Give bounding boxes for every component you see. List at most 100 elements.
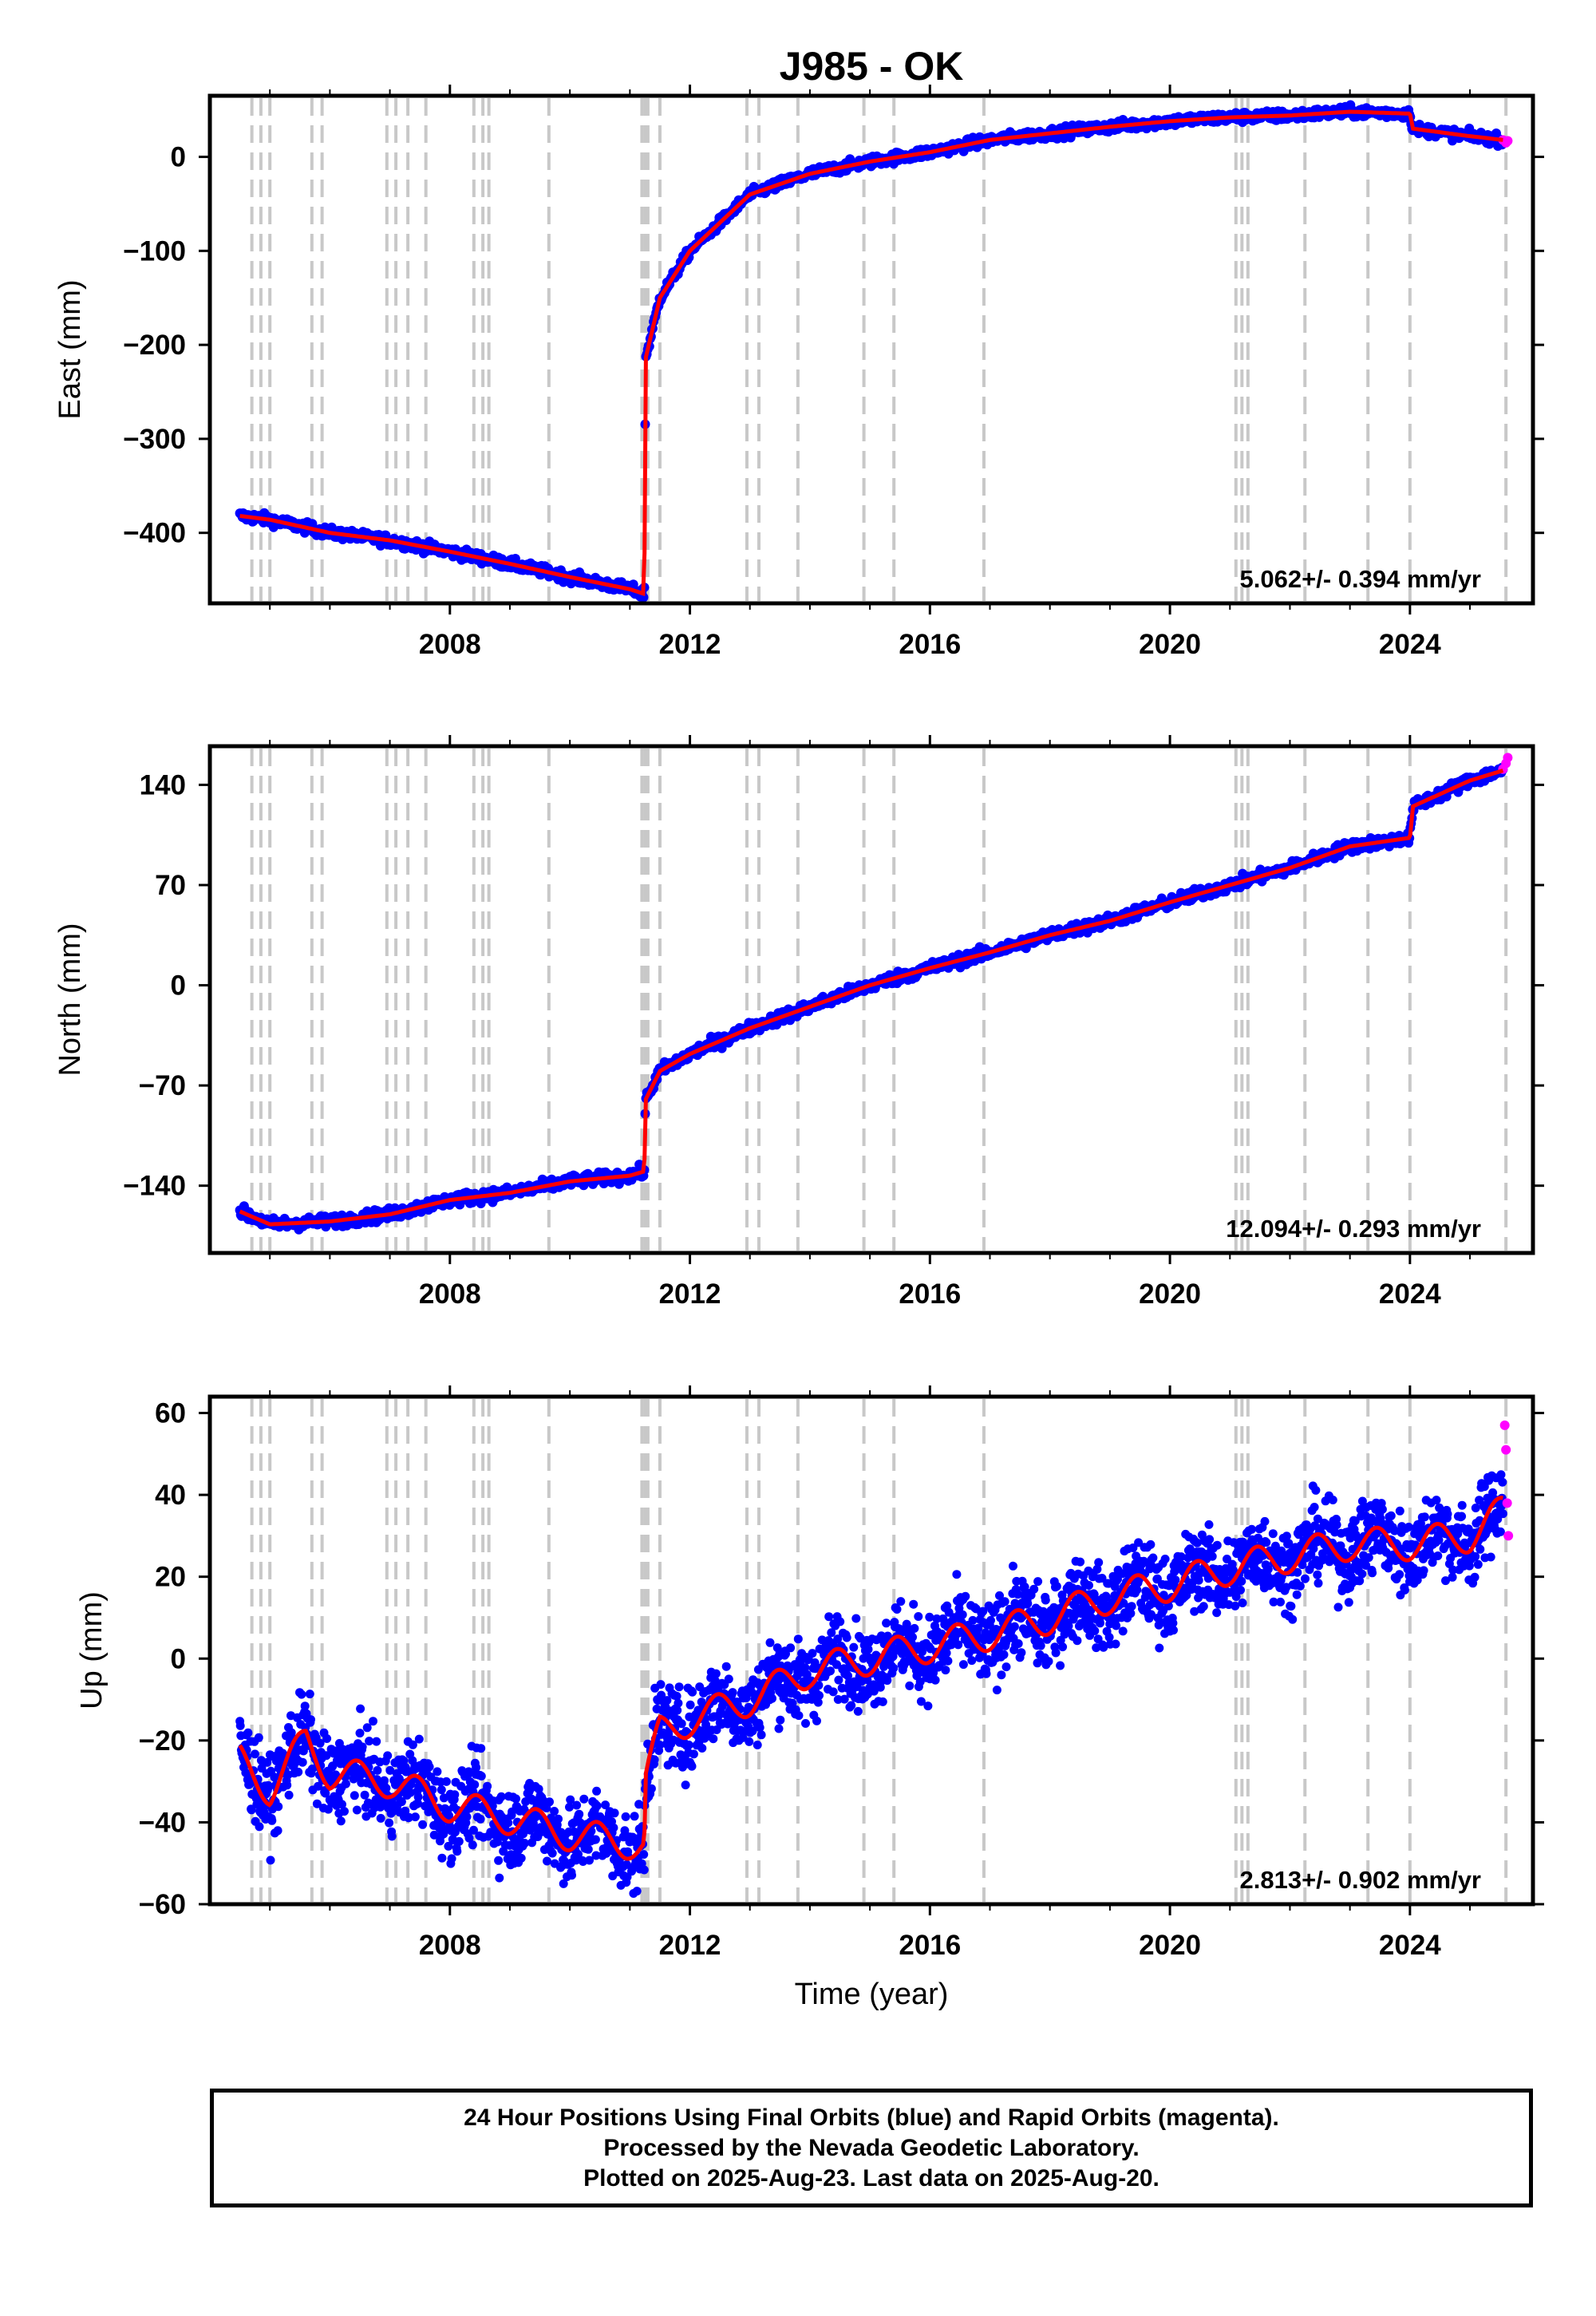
data-point — [646, 1784, 656, 1793]
y-tick-label: −70 — [139, 1070, 186, 1101]
data-point — [824, 1612, 834, 1622]
y-tick-label: −300 — [123, 424, 186, 455]
data-point — [674, 1682, 684, 1692]
data-point — [1036, 1641, 1045, 1650]
data-point — [684, 1741, 693, 1749]
data-point — [834, 1675, 843, 1685]
east-panel: 2008 2012 2016 2020 20240−100−200−300−400Eas… — [53, 85, 1544, 660]
data-point — [591, 1835, 600, 1844]
east-rate-annotation: 5.062+/- 0.394 mm/yr — [1240, 565, 1481, 593]
x-tick-label: 2024 — [1379, 1279, 1441, 1310]
data-point — [341, 1779, 350, 1788]
data-point — [609, 1823, 618, 1832]
data-point — [681, 1780, 690, 1790]
data-point — [908, 1632, 917, 1642]
data-point — [910, 1623, 919, 1633]
data-point — [1009, 1561, 1017, 1571]
data-point — [376, 1813, 385, 1823]
data-point — [450, 1790, 460, 1800]
data-point — [961, 1591, 970, 1601]
data-point — [853, 1706, 863, 1716]
data-point — [656, 1680, 666, 1690]
data-point — [437, 1785, 446, 1795]
data-point — [826, 1666, 835, 1676]
data-point — [572, 1800, 582, 1810]
y-tick-label: 140 — [140, 769, 186, 800]
data-point — [621, 1812, 630, 1821]
data-point — [372, 1737, 381, 1746]
data-point — [952, 1570, 962, 1579]
data-point — [1076, 1557, 1085, 1567]
data-point — [776, 1715, 785, 1725]
data-point — [728, 1688, 737, 1697]
east-frame — [207, 93, 1535, 606]
data-point — [441, 1777, 451, 1786]
data-point — [724, 1674, 733, 1684]
data-point — [516, 1853, 526, 1863]
chart-title: J985 - OK — [780, 44, 964, 89]
data-point — [369, 1717, 377, 1726]
data-point — [437, 1853, 447, 1863]
data-point — [297, 1690, 306, 1699]
data-point — [632, 1887, 642, 1896]
data-point — [454, 1836, 464, 1846]
data-point — [753, 1741, 762, 1749]
data-point — [385, 1818, 394, 1828]
data-point — [579, 1794, 589, 1804]
data-point — [942, 1648, 951, 1658]
y-tick-label: 0 — [171, 142, 186, 173]
data-point — [550, 1807, 559, 1816]
data-point — [765, 1638, 775, 1647]
data-point — [878, 1697, 887, 1706]
data-point — [476, 1814, 485, 1824]
data-point — [300, 1701, 310, 1711]
data-point — [786, 1643, 796, 1653]
data-point — [1033, 1577, 1043, 1587]
data-point — [468, 1840, 477, 1850]
data-point — [1013, 1639, 1023, 1648]
data-point — [717, 1043, 727, 1053]
north-ylabel: North (mm) — [53, 923, 87, 1076]
east-ylabel: East (mm) — [53, 279, 87, 419]
data-point — [255, 1822, 264, 1832]
data-point — [999, 1650, 1009, 1659]
data-point — [360, 1790, 369, 1800]
data-point — [462, 1812, 472, 1821]
data-point — [483, 1781, 492, 1791]
x-tick-label: 2020 — [1139, 629, 1201, 660]
data-point — [842, 1633, 851, 1642]
data-point — [896, 1597, 906, 1607]
data-point — [476, 1772, 486, 1780]
data-point — [383, 1751, 393, 1761]
data-point — [909, 1599, 918, 1609]
data-point — [1001, 1662, 1011, 1672]
data-point — [282, 1780, 292, 1790]
data-point — [941, 1666, 950, 1675]
data-point — [923, 1701, 933, 1711]
data-point — [470, 1780, 480, 1789]
data-point — [828, 1687, 838, 1697]
data-point — [306, 1715, 315, 1725]
x-tick-label: 2024 — [1379, 629, 1441, 660]
data-point — [1009, 1622, 1019, 1631]
data-point — [982, 1669, 991, 1678]
y-tick-label: −100 — [123, 235, 186, 267]
data-point — [689, 1749, 698, 1759]
data-point — [709, 1734, 718, 1744]
data-point — [1058, 1642, 1068, 1652]
data-point — [575, 1809, 584, 1819]
data-point — [812, 1716, 821, 1725]
data-point — [267, 1816, 277, 1825]
data-point — [849, 1642, 859, 1652]
data-point — [447, 1854, 456, 1863]
y-tick-label: 0 — [171, 970, 186, 1002]
data-point — [235, 1721, 245, 1730]
data-point — [1052, 1582, 1061, 1591]
data-point — [958, 1660, 968, 1670]
data-point — [251, 1749, 259, 1759]
data-point — [847, 1701, 856, 1710]
data-point — [350, 1791, 359, 1800]
data-point — [543, 1856, 551, 1866]
data-point — [801, 1719, 810, 1728]
